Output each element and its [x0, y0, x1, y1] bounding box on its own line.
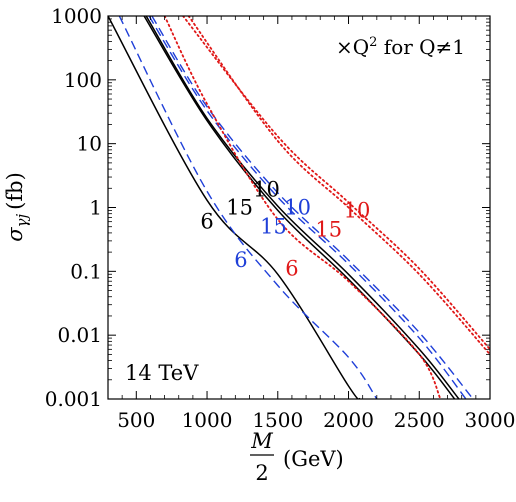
series-label-red-10: 10	[344, 198, 371, 222]
y-tick-label: 0.001	[45, 387, 102, 411]
series-line-blue-15	[148, 16, 467, 399]
x-axis-label-unit: (GeV)	[283, 447, 344, 471]
x-tick-label: 1000	[182, 408, 233, 432]
series-label-blue-6: 6	[234, 248, 247, 272]
series-lines	[108, 16, 490, 399]
y-axis-label: σγj(fb)	[3, 172, 31, 242]
series-label-black-6: 6	[200, 210, 213, 234]
x-tick-label: 2000	[323, 408, 374, 432]
x-tick-label: 1500	[252, 408, 303, 432]
series-line-red-10	[182, 16, 490, 351]
y-tick-label: 10	[77, 132, 102, 156]
energy-annotation: 14 TeV	[125, 361, 199, 385]
y-tick-label: 0.1	[70, 259, 102, 283]
series-label-black-10: 10	[253, 178, 280, 202]
series-label-red-15: 15	[315, 218, 342, 242]
series-label-blue-15: 15	[260, 215, 287, 239]
series-line-red-15	[187, 16, 490, 356]
series-line-red-6	[163, 16, 442, 399]
charge-scaling-annotation: ×Q2 for Q≠1	[336, 35, 465, 59]
axis-ticks: 500 1000 1500 2000 2500 30000.0010.010.111010…	[45, 4, 516, 432]
series-line-black-10	[145, 16, 460, 399]
x-tick-label: 3000	[465, 408, 516, 432]
y-tick-label: 100	[64, 68, 102, 92]
y-tick-label: 0.01	[57, 323, 102, 347]
x-tick-label: 500	[117, 408, 155, 432]
series-label-black-15: 15	[226, 196, 253, 220]
series-label-red-6: 6	[285, 257, 298, 281]
y-tick-label: 1000	[51, 4, 102, 28]
series-line-black-6	[108, 16, 361, 399]
series-line-blue-10	[151, 16, 474, 399]
x-tick-label: 2500	[394, 408, 445, 432]
x-axis-label-denominator: 2	[255, 461, 268, 485]
y-tick-label: 1	[89, 196, 102, 220]
series-label-blue-10: 10	[284, 196, 311, 220]
x-axis-label-numerator: M	[250, 429, 273, 453]
